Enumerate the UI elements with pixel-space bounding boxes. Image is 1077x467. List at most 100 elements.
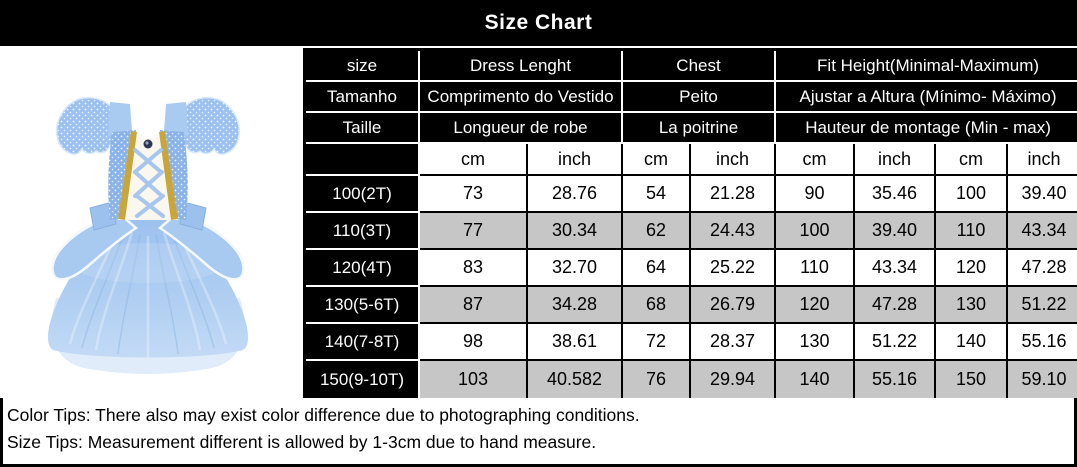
fit-min-cm: 110 — [776, 250, 856, 287]
fit-max-inch: 47.28 — [1008, 250, 1077, 287]
size-row-110-3t: 110(3T) 77 30.34 62 24.43 100 39.40 110 … — [306, 213, 1077, 250]
chest-inch: 26.79 — [691, 287, 777, 324]
unit-chest-inch: inch — [691, 144, 777, 176]
fit-min-inch: 39.40 — [855, 213, 937, 250]
color-tips-text: Color Tips: There also may exist color d… — [7, 405, 640, 425]
chest-cm: 72 — [623, 324, 691, 361]
size-tips-text: Size Tips: Measurement different is allo… — [7, 432, 597, 452]
dress-length-inch: 40.582 — [528, 361, 623, 398]
dress-length-cm: 73 — [420, 176, 528, 213]
fit-max-cm: 130 — [936, 287, 1009, 324]
header-dress-length-pt: Comprimento do Vestido — [420, 82, 623, 113]
fit-max-cm: 110 — [936, 213, 1009, 250]
sleeve-right — [181, 96, 241, 155]
dress-length-inch: 32.70 — [528, 250, 623, 287]
dress-length-cm: 77 — [420, 213, 528, 250]
dress-length-inch: 28.76 — [528, 176, 623, 213]
size-chart-table: size Dress Lenght Chest Fit Height(Minim… — [303, 48, 1077, 401]
header-size-en: size — [306, 51, 420, 82]
fit-min-cm: 100 — [776, 213, 856, 250]
size-label: 110(3T) — [306, 213, 420, 250]
unit-fit-min-inch: inch — [855, 144, 937, 176]
unit-dress-length-inch: inch — [528, 144, 623, 176]
header-size-fr: Taille — [306, 113, 420, 144]
unit-dress-length-cm: cm — [420, 144, 528, 176]
lacing — [133, 148, 165, 218]
fit-max-cm: 140 — [936, 324, 1009, 361]
size-row-150-9-10t: 150(9-10T) 103 40.582 76 29.94 140 55.16… — [306, 361, 1077, 398]
chest-cm: 68 — [623, 287, 691, 324]
dress-length-cm: 103 — [420, 361, 528, 398]
header-row-en: size Dress Lenght Chest Fit Height(Minim… — [306, 51, 1077, 82]
dress-length-cm: 87 — [420, 287, 528, 324]
header-chest-fr: La poitrine — [623, 113, 777, 144]
chest-inch: 24.43 — [691, 213, 777, 250]
header-fit-height-pt: Ajustar a Altura (Mínimo- Máximo) — [776, 82, 1077, 113]
unit-corner-cell — [306, 144, 420, 176]
chest-cm: 62 — [623, 213, 691, 250]
header-fit-height-fr: Hauteur de montage (Min - max) — [776, 113, 1077, 144]
chest-cm: 64 — [623, 250, 691, 287]
chest-inch: 28.37 — [691, 324, 777, 361]
fit-max-cm: 120 — [936, 250, 1009, 287]
size-label: 100(2T) — [306, 176, 420, 213]
size-row-140-7-8t: 140(7-8T) 98 38.61 72 28.37 130 51.22 14… — [306, 324, 1077, 361]
header-row-fr: Taille Longueur de robe La poitrine Haut… — [306, 113, 1077, 144]
size-label: 130(5-6T) — [306, 287, 420, 324]
product-image-panel — [0, 48, 303, 398]
fit-max-inch: 51.22 — [1008, 287, 1077, 324]
fit-min-cm: 90 — [776, 176, 856, 213]
gold-trim-left — [118, 131, 137, 220]
fit-min-cm: 120 — [776, 287, 856, 324]
header-dress-length-en: Dress Lenght — [420, 51, 623, 82]
tips-section: Color Tips: There also may exist color d… — [0, 398, 1077, 467]
header-chest-en: Chest — [623, 51, 777, 82]
chest-cm: 76 — [623, 361, 691, 398]
dress-length-cm: 83 — [420, 250, 528, 287]
chest-inch: 21.28 — [691, 176, 777, 213]
size-label: 120(4T) — [306, 250, 420, 287]
strap-left — [108, 102, 132, 136]
size-row-130-5-6t: 130(5-6T) 87 34.28 68 26.79 120 47.28 13… — [306, 287, 1077, 324]
size-row-120-4t: 120(4T) 83 32.70 64 25.22 110 43.34 120 … — [306, 250, 1077, 287]
size-label: 140(7-8T) — [306, 324, 420, 361]
fit-max-inch: 55.16 — [1008, 324, 1077, 361]
chest-inch: 29.94 — [691, 361, 777, 398]
dress-length-inch: 30.34 — [528, 213, 623, 250]
sleeve-left — [55, 96, 115, 155]
dress-image — [47, 96, 249, 374]
fit-min-inch: 51.22 — [855, 324, 937, 361]
size-label: 150(9-10T) — [306, 361, 420, 398]
header-fit-height-en: Fit Height(Minimal-Maximum) — [776, 51, 1077, 82]
unit-chest-cm: cm — [623, 144, 691, 176]
peplum-left — [51, 212, 139, 281]
fit-min-inch: 35.46 — [855, 176, 937, 213]
chest-inch: 25.22 — [691, 250, 777, 287]
unit-fit-max-inch: inch — [1008, 144, 1077, 176]
fit-max-inch: 59.10 — [1008, 361, 1077, 398]
header-size-pt: Tamanho — [306, 82, 420, 113]
fit-min-cm: 130 — [776, 324, 856, 361]
fit-min-inch: 43.34 — [855, 250, 937, 287]
title-bar: Size Chart — [0, 0, 1077, 46]
fit-min-inch: 55.16 — [855, 361, 937, 398]
fit-max-cm: 150 — [936, 361, 1009, 398]
gold-trim-right — [159, 131, 178, 220]
page-title: Size Chart — [484, 11, 593, 34]
header-chest-pt: Peito — [623, 82, 777, 113]
unit-fit-max-cm: cm — [936, 144, 1009, 176]
unit-row: cm inch cm inch cm inch cm inch — [306, 144, 1077, 176]
peplum-right — [157, 212, 245, 281]
header-row-pt: Tamanho Comprimento do Vestido Peito Aju… — [306, 82, 1077, 113]
size-row-100-2t: 100(2T) 73 28.76 54 21.28 90 35.46 100 3… — [306, 176, 1077, 213]
fit-min-inch: 47.28 — [855, 287, 937, 324]
fit-max-inch: 43.34 — [1008, 213, 1077, 250]
unit-fit-min-cm: cm — [776, 144, 856, 176]
header-dress-length-fr: Longueur de robe — [420, 113, 623, 144]
fit-max-inch: 39.40 — [1008, 176, 1077, 213]
fit-min-cm: 140 — [776, 361, 856, 398]
dress-length-inch: 34.28 — [528, 287, 623, 324]
fit-max-cm: 100 — [936, 176, 1009, 213]
dress-length-cm: 98 — [420, 324, 528, 361]
strap-right — [164, 102, 188, 136]
